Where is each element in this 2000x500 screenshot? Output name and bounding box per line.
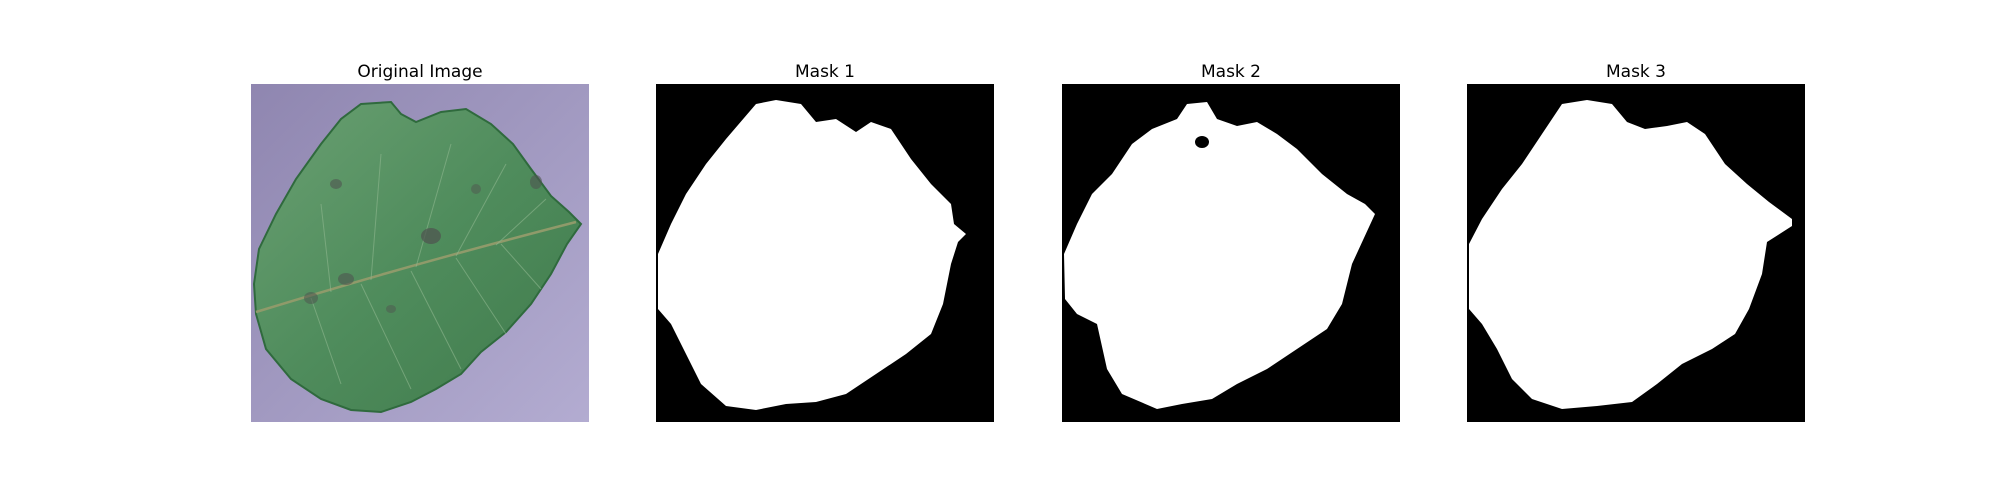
panel-title: Original Image [357, 62, 483, 82]
mask-foreground-region [1064, 102, 1375, 409]
leaf-lesion [421, 228, 441, 244]
mask-hole [1195, 136, 1209, 148]
panel-mask-1: Mask 1 [656, 60, 994, 422]
panel-title: Mask 2 [1200, 62, 1261, 82]
mask-3-image [1467, 84, 1805, 422]
leaf-lesion [304, 292, 318, 304]
leaf-vein [310, 143, 547, 390]
mask-foreground-region [658, 100, 966, 410]
panel-mask-3: Mask 3 [1467, 60, 1805, 422]
original-leaf-image [251, 84, 589, 422]
leaf-midrib [255, 220, 577, 314]
panel-title: Mask 1 [794, 62, 855, 82]
leaf-lesion [471, 184, 481, 194]
panel-mask-2: Mask 2 [1062, 60, 1400, 422]
mask-2-image [1062, 84, 1400, 422]
leaf-lesion [330, 179, 342, 189]
leaf-lesion [338, 273, 354, 285]
panel-original-image: Original Image [251, 60, 589, 422]
leaf-lesion [386, 305, 396, 313]
leaf-lesion [530, 175, 542, 189]
mask-1-image [656, 84, 994, 422]
mask-foreground-region [1469, 100, 1792, 409]
panel-title: Mask 3 [1605, 62, 1666, 82]
